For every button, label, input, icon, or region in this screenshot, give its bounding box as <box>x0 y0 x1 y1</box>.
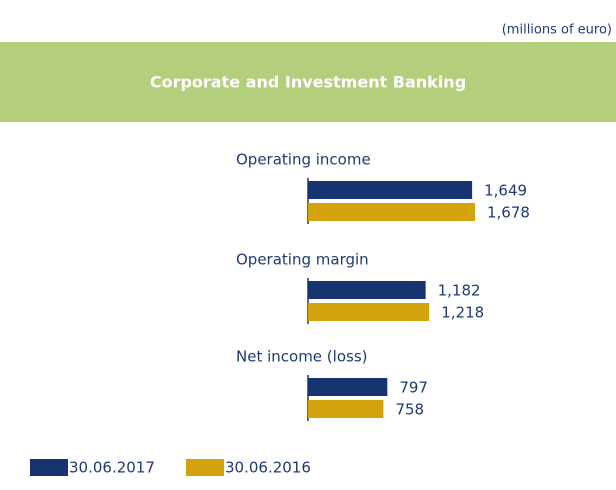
bar <box>308 303 430 321</box>
bar <box>308 400 384 418</box>
value-label: 1,218 <box>441 304 484 322</box>
category-label: Operating margin <box>236 251 369 269</box>
value-label: 1,182 <box>438 282 481 300</box>
value-label: 1,678 <box>487 204 530 222</box>
title-banner <box>0 42 616 122</box>
legend-label: 30.06.2017 <box>69 459 155 477</box>
bar <box>308 378 388 396</box>
legend-swatch <box>30 459 68 476</box>
chart-title: Corporate and Investment Banking <box>150 73 466 92</box>
bar <box>308 281 426 299</box>
value-label: 797 <box>399 379 428 397</box>
chart-subtitle: (millions of euro) <box>502 23 612 38</box>
value-label: 1,649 <box>484 182 527 200</box>
category-label: Net income (loss) <box>236 348 367 366</box>
category-label: Operating income <box>236 151 371 169</box>
legend-swatch <box>186 459 224 476</box>
bar <box>308 203 475 221</box>
legend-label: 30.06.2016 <box>225 459 311 477</box>
value-label: 758 <box>395 401 424 419</box>
bar <box>308 181 473 199</box>
